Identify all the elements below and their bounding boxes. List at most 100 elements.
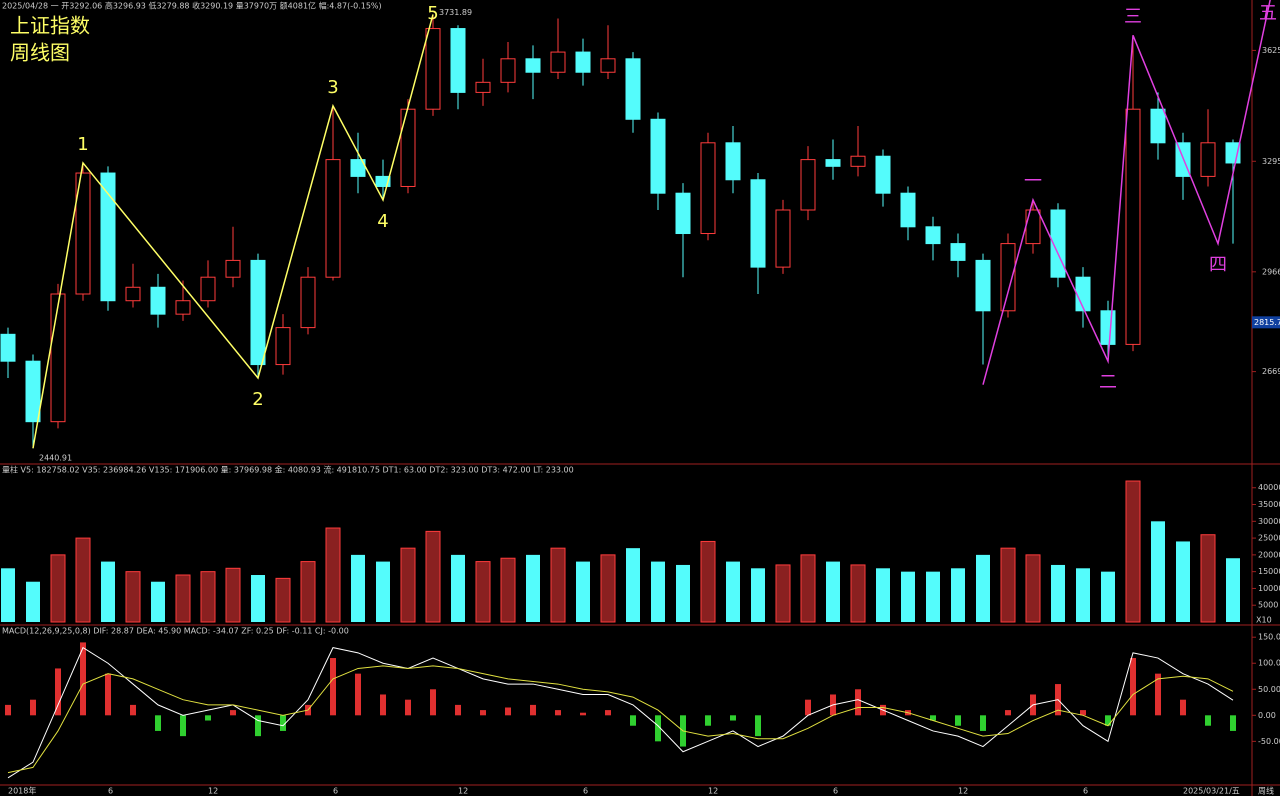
- volume-bar: [1200, 534, 1216, 623]
- candle-body: [400, 108, 416, 187]
- macd-bar: [530, 704, 536, 716]
- macd-bar: [730, 715, 736, 721]
- wave-label: 1: [77, 134, 88, 155]
- candle-body: [350, 159, 366, 177]
- y-tick-label: 10000: [1258, 584, 1280, 593]
- macd-bar: [1230, 715, 1236, 731]
- wave-line: [32, 14, 434, 449]
- volume-bar: [125, 571, 141, 623]
- macd-bar: [655, 715, 661, 742]
- volume-bar: [775, 564, 791, 623]
- volume-bar: [1051, 564, 1065, 622]
- volume-bar: [151, 581, 165, 622]
- period-label: 周线: [1258, 786, 1274, 796]
- candle-body: [550, 51, 566, 73]
- candle-body: [875, 155, 891, 194]
- volume-bar: [300, 561, 316, 623]
- macd-bar: [1180, 699, 1186, 716]
- volume-bar: [425, 530, 441, 623]
- macd-dif: [7, 646, 1234, 779]
- wave-label: 三: [1124, 6, 1142, 27]
- wave-label: 五: [1259, 3, 1277, 24]
- candle-body: [0, 333, 16, 362]
- volume-bar: [1101, 571, 1115, 622]
- candle-body: [300, 276, 316, 329]
- x-tick-label: 6: [583, 787, 588, 796]
- volume-bar: [951, 568, 965, 622]
- volume-bar: [376, 561, 390, 622]
- candle-body: [75, 172, 91, 295]
- x-tick-label: 12: [708, 787, 718, 796]
- macd-bar: [55, 668, 61, 716]
- macd-bar: [505, 707, 511, 716]
- candle-body: [500, 58, 516, 83]
- y-tick-label: 15000: [1258, 567, 1280, 576]
- volume-bar: [826, 561, 840, 622]
- y-tick-label: 35000: [1258, 500, 1280, 509]
- macd-bar: [330, 658, 336, 716]
- volume-bar: [50, 554, 66, 623]
- volume-bar: [251, 575, 265, 622]
- candle-body: [725, 142, 741, 181]
- macd-bar: [1155, 673, 1161, 716]
- x-tick-label: 12: [458, 787, 468, 796]
- candle-body: [375, 175, 391, 187]
- volume-bar: [700, 540, 716, 623]
- volume-bar: [1151, 521, 1165, 622]
- candle-body: [1025, 209, 1041, 245]
- candle-body: [825, 159, 841, 167]
- volume-bar: [526, 554, 540, 622]
- volume-bar: [75, 537, 91, 623]
- volume-bar: [751, 568, 765, 622]
- volume-bar: [726, 561, 740, 622]
- candle-body: [200, 276, 216, 302]
- macd-bar: [955, 715, 961, 726]
- y-tick-label: 100.0: [1258, 659, 1280, 668]
- max-label: 3731.89: [439, 8, 472, 17]
- last-price-box: [1252, 316, 1280, 329]
- candle-body: [850, 155, 866, 167]
- macd-bar: [1130, 658, 1136, 716]
- macd-bar: [455, 704, 461, 716]
- volume-bar: [351, 554, 365, 622]
- candle-body: [675, 192, 691, 235]
- y-tick-label: 50.00: [1258, 685, 1280, 694]
- macd-bar: [430, 689, 436, 716]
- candle-body: [650, 118, 666, 194]
- macd-bar: [1205, 715, 1211, 726]
- volume-bar: [1025, 554, 1041, 623]
- candle-body: [600, 58, 616, 73]
- candle-body: [750, 179, 766, 268]
- macd-bar: [80, 642, 86, 716]
- wave-label: 一: [1024, 171, 1042, 192]
- y-tick-label: 0.00: [1258, 711, 1276, 720]
- y-tick-label: 40000: [1258, 483, 1280, 492]
- candle-body: [1000, 243, 1016, 312]
- candle-body: [325, 159, 341, 278]
- volume-bar: [676, 564, 690, 622]
- volume-bar: [400, 547, 416, 623]
- macd-bar: [230, 710, 236, 716]
- candle-body: [975, 259, 991, 312]
- macd-bar: [855, 689, 861, 716]
- candle-body: [175, 300, 191, 315]
- volume-bar: [500, 557, 516, 623]
- macd-bar: [630, 715, 636, 726]
- candle-body: [950, 243, 966, 261]
- x-tick-label: 6: [1083, 787, 1088, 796]
- volume-bar: [1226, 558, 1240, 622]
- y-tick-label: 25000: [1258, 534, 1280, 543]
- x-tick-label: 12: [208, 787, 218, 796]
- macd-bar: [980, 715, 986, 731]
- macd-bar: [480, 710, 486, 716]
- volume-bar: [1, 568, 15, 622]
- candle-body: [425, 28, 441, 110]
- macd-bar: [930, 715, 936, 721]
- y-tick-label: 3625: [1262, 46, 1280, 55]
- volume-bar: [475, 561, 491, 623]
- y-tick-label: 30000: [1258, 517, 1280, 526]
- y-tick-label: -50.00: [1258, 737, 1280, 746]
- candle-body: [25, 360, 41, 423]
- candle-body: [1125, 108, 1141, 345]
- macd-bar: [180, 715, 186, 737]
